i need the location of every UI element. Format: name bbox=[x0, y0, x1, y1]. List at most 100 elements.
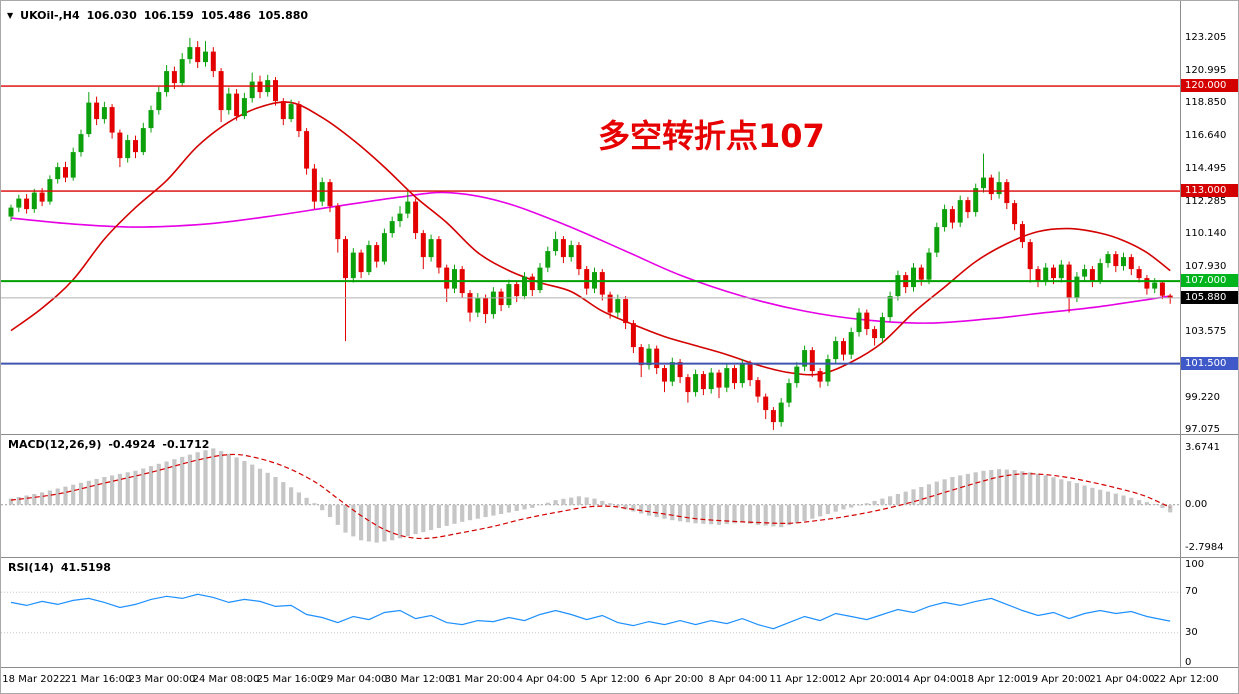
bearish-candle-body bbox=[1113, 254, 1119, 267]
macd-axis-label: 3.6741 bbox=[1185, 442, 1220, 453]
bullish-candle-body bbox=[428, 239, 434, 258]
panel-separator[interactable] bbox=[1, 557, 1238, 558]
bearish-candle-body bbox=[988, 177, 994, 195]
bearish-candle-body bbox=[1159, 282, 1165, 296]
bearish-candle-body bbox=[700, 374, 706, 390]
bullish-candle-body bbox=[802, 350, 808, 367]
moving-averages-layer bbox=[10, 101, 1171, 376]
bullish-candle-body bbox=[708, 372, 714, 390]
bullish-candle-body bbox=[911, 267, 916, 288]
bullish-candle-body bbox=[241, 98, 247, 117]
bullish-candle-body bbox=[101, 107, 107, 120]
price-tag: 113.000 bbox=[1181, 184, 1238, 197]
bearish-candle-body bbox=[584, 269, 590, 289]
rsi-panel-canvas[interactable] bbox=[1, 558, 1181, 667]
bearish-candle-body bbox=[210, 51, 216, 72]
macd-panel-canvas[interactable] bbox=[1, 435, 1181, 557]
time-axis[interactable]: 18 Mar 2022 21 Mar 16:00 23 Mar 00:00 24 Ma… bbox=[1, 668, 1238, 693]
bearish-candle-body bbox=[39, 192, 45, 202]
price-chart-canvas[interactable] bbox=[1, 1, 1181, 434]
bullish-candle-body bbox=[475, 297, 481, 313]
rsi-value: 41.5198 bbox=[60, 561, 111, 574]
bearish-candle-body bbox=[1019, 224, 1025, 243]
bearish-candle-body bbox=[662, 368, 667, 382]
bearish-candle-body bbox=[296, 104, 302, 132]
bullish-candle-body bbox=[389, 221, 395, 234]
bullish-candle-body bbox=[350, 252, 356, 279]
bearish-candle-body bbox=[770, 410, 776, 423]
symbol-timeframe-label: UKOil-,H4 bbox=[20, 9, 80, 22]
bullish-candle-body bbox=[1152, 282, 1158, 289]
bullish-candle-body bbox=[1121, 257, 1126, 267]
time-axis-label: 6 Apr 20:00 bbox=[644, 674, 704, 685]
bearish-candle-body bbox=[1004, 182, 1010, 204]
close-value: 105.880 bbox=[257, 9, 309, 22]
bearish-candle-body bbox=[872, 329, 878, 339]
bearish-candle-body bbox=[444, 267, 450, 289]
price-axis-label: 97.075 bbox=[1185, 424, 1220, 435]
bullish-candle-body bbox=[203, 51, 208, 63]
bearish-candle-body bbox=[817, 371, 823, 382]
bullish-candle-body bbox=[724, 368, 730, 388]
bearish-candle-body bbox=[257, 81, 263, 93]
bearish-candle-body bbox=[638, 347, 644, 366]
panel-separator[interactable] bbox=[1, 434, 1238, 435]
bullish-candle-body bbox=[140, 128, 146, 153]
bearish-candle-body bbox=[420, 233, 426, 258]
bearish-candle-body bbox=[1051, 267, 1056, 279]
bullish-candle-body bbox=[646, 348, 652, 366]
price-axis[interactable]: 123.205 120.995 118.850 116.640 114.495 112.2… bbox=[1181, 1, 1238, 668]
bullish-candle-body bbox=[16, 198, 22, 208]
time-axis-label: 14 Apr 04:00 bbox=[897, 674, 963, 685]
bearish-candle-body bbox=[841, 341, 846, 355]
bullish-candle-body bbox=[739, 363, 745, 384]
bearish-candle-body bbox=[171, 71, 177, 84]
bullish-candle-body bbox=[490, 291, 496, 315]
bullish-candle-body bbox=[926, 252, 932, 280]
one-click-trading-arrow-icon[interactable]: ▼ bbox=[7, 11, 14, 20]
bearish-candle-body bbox=[716, 372, 722, 388]
price-axis-label: 103.575 bbox=[1185, 326, 1227, 337]
bearish-candle-body bbox=[335, 206, 341, 240]
bearish-candle-body bbox=[576, 245, 582, 270]
price-axis-separator bbox=[1180, 1, 1181, 667]
bearish-candle-body bbox=[467, 293, 473, 313]
bearish-candle-body bbox=[1035, 269, 1041, 282]
bullish-candle-body bbox=[179, 59, 185, 84]
bullish-candle-body bbox=[537, 267, 543, 291]
bearish-candle-body bbox=[195, 47, 201, 63]
low-value: 105.486 bbox=[200, 9, 251, 22]
ma-slow-line bbox=[10, 191, 1171, 324]
rsi-axis-label: 0 bbox=[1185, 657, 1192, 668]
bearish-candle-body bbox=[1128, 257, 1134, 270]
bullish-candle-body bbox=[381, 233, 387, 262]
bullish-candle-body bbox=[1082, 269, 1088, 277]
price-axis-label: 110.140 bbox=[1185, 228, 1227, 239]
bullish-candle-body bbox=[996, 182, 1002, 195]
price-axis-label: 99.220 bbox=[1185, 392, 1220, 403]
time-axis-label: 23 Mar 00:00 bbox=[128, 674, 196, 685]
bearish-candle-body bbox=[630, 323, 636, 348]
bullish-candle-body bbox=[981, 177, 986, 189]
bullish-candle-body bbox=[568, 245, 574, 258]
bearish-candle-body bbox=[918, 267, 924, 280]
bullish-candle-body bbox=[78, 134, 84, 153]
bullish-candle-body bbox=[825, 359, 831, 382]
bullish-candle-body bbox=[8, 207, 14, 217]
bullish-candle-body bbox=[47, 179, 53, 202]
bullish-candle-body bbox=[934, 227, 940, 253]
price-axis-label: 118.850 bbox=[1185, 97, 1227, 108]
bearish-candle-body bbox=[374, 245, 380, 262]
bearish-candle-body bbox=[413, 201, 419, 234]
bullish-candle-body bbox=[319, 182, 325, 202]
bearish-candle-body bbox=[529, 276, 535, 291]
bullish-candle-body bbox=[553, 239, 559, 252]
bearish-candle-body bbox=[864, 312, 870, 330]
bearish-candle-body bbox=[358, 252, 364, 273]
bullish-candle-body bbox=[226, 93, 232, 111]
rsi-indicator-name: RSI(14) bbox=[8, 561, 54, 574]
time-axis-label: 18 Mar 2022 bbox=[2, 674, 66, 685]
rsi-line bbox=[10, 593, 1171, 630]
chart-annotation-text: 多空转折点107 bbox=[598, 117, 825, 155]
